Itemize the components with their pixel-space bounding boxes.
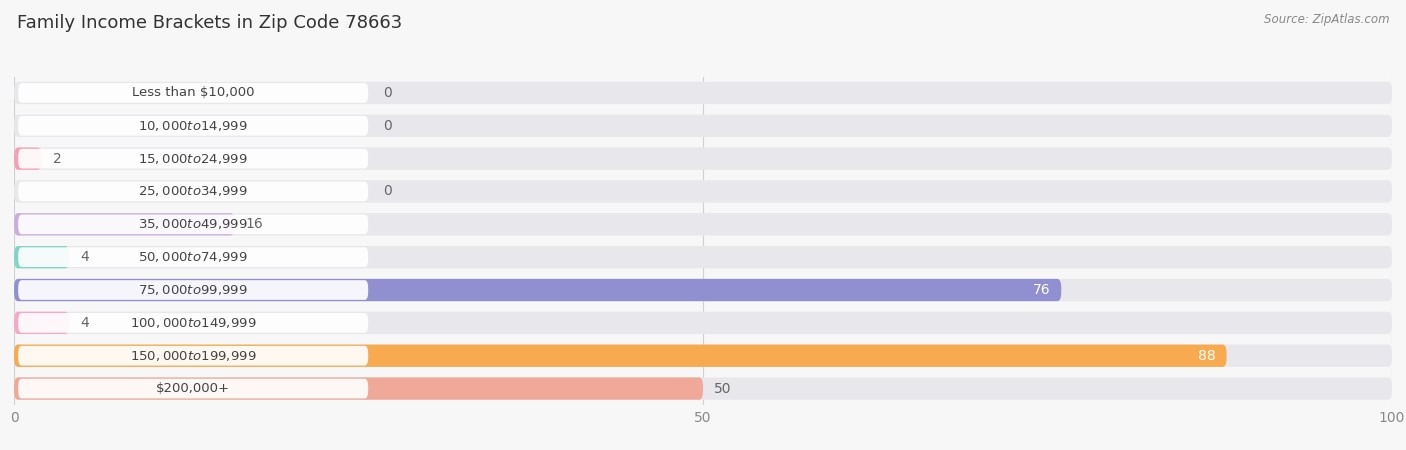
FancyBboxPatch shape [18, 313, 368, 333]
FancyBboxPatch shape [14, 378, 703, 400]
FancyBboxPatch shape [14, 345, 1392, 367]
FancyBboxPatch shape [14, 82, 1392, 104]
FancyBboxPatch shape [18, 346, 368, 365]
FancyBboxPatch shape [14, 246, 1392, 268]
Text: $10,000 to $14,999: $10,000 to $14,999 [138, 119, 247, 133]
Text: 0: 0 [384, 86, 392, 100]
Text: $150,000 to $199,999: $150,000 to $199,999 [129, 349, 256, 363]
FancyBboxPatch shape [18, 280, 368, 300]
Text: $75,000 to $99,999: $75,000 to $99,999 [138, 283, 247, 297]
Text: $100,000 to $149,999: $100,000 to $149,999 [129, 316, 256, 330]
FancyBboxPatch shape [14, 279, 1392, 301]
Text: $15,000 to $24,999: $15,000 to $24,999 [138, 152, 247, 166]
FancyBboxPatch shape [18, 215, 368, 234]
Text: 88: 88 [1198, 349, 1216, 363]
Text: $200,000+: $200,000+ [156, 382, 231, 395]
FancyBboxPatch shape [18, 248, 368, 267]
Text: 0: 0 [384, 119, 392, 133]
Text: 4: 4 [80, 250, 89, 264]
Text: Source: ZipAtlas.com: Source: ZipAtlas.com [1264, 14, 1389, 27]
FancyBboxPatch shape [14, 213, 1392, 235]
FancyBboxPatch shape [18, 83, 368, 103]
Text: $50,000 to $74,999: $50,000 to $74,999 [138, 250, 247, 264]
Text: Family Income Brackets in Zip Code 78663: Family Income Brackets in Zip Code 78663 [17, 14, 402, 32]
FancyBboxPatch shape [14, 148, 1392, 170]
Text: 50: 50 [714, 382, 731, 396]
FancyBboxPatch shape [14, 180, 1392, 202]
FancyBboxPatch shape [14, 246, 69, 268]
FancyBboxPatch shape [18, 182, 368, 201]
FancyBboxPatch shape [18, 149, 368, 168]
Text: 2: 2 [52, 152, 62, 166]
Text: $35,000 to $49,999: $35,000 to $49,999 [138, 217, 247, 231]
FancyBboxPatch shape [18, 379, 368, 398]
FancyBboxPatch shape [14, 213, 235, 235]
FancyBboxPatch shape [14, 378, 1392, 400]
Text: 76: 76 [1032, 283, 1050, 297]
Text: 16: 16 [246, 217, 263, 231]
FancyBboxPatch shape [14, 115, 1392, 137]
FancyBboxPatch shape [18, 116, 368, 135]
Text: Less than $10,000: Less than $10,000 [132, 86, 254, 99]
FancyBboxPatch shape [14, 312, 1392, 334]
Text: 0: 0 [384, 184, 392, 198]
FancyBboxPatch shape [14, 148, 42, 170]
Text: 4: 4 [80, 316, 89, 330]
FancyBboxPatch shape [14, 279, 1062, 301]
Text: $25,000 to $34,999: $25,000 to $34,999 [138, 184, 247, 198]
FancyBboxPatch shape [14, 345, 1226, 367]
FancyBboxPatch shape [14, 312, 69, 334]
